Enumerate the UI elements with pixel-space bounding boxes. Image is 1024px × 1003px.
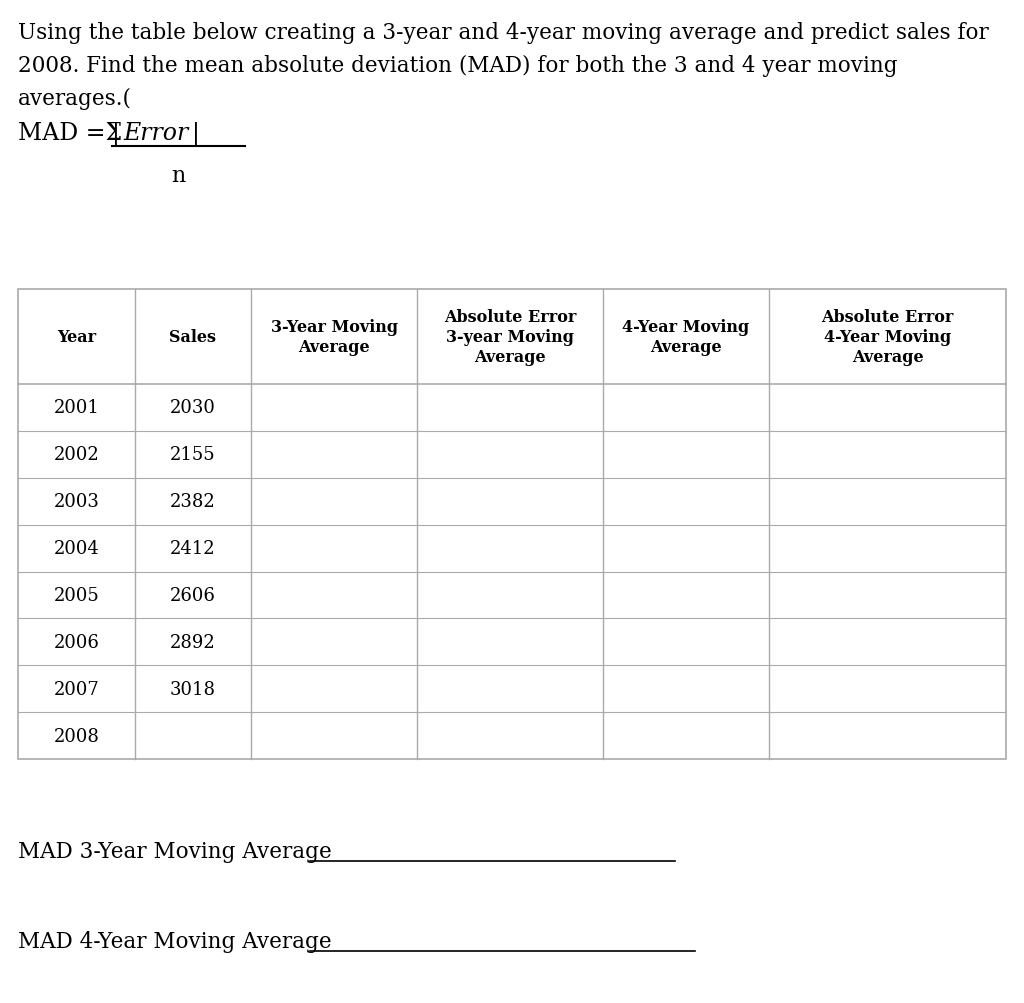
Text: 2008: 2008: [53, 727, 99, 745]
Text: 2412: 2412: [170, 540, 216, 558]
Text: 2007: 2007: [53, 680, 99, 698]
Bar: [18, 290, 1006, 759]
Text: MAD =Σ: MAD =Σ: [18, 122, 122, 144]
Text: 2005: 2005: [53, 587, 99, 605]
Text: 2155: 2155: [170, 446, 216, 463]
Text: 2004: 2004: [53, 540, 99, 558]
Text: averages.(: averages.(: [18, 88, 132, 110]
Text: n: n: [171, 164, 185, 187]
Text: |: |: [112, 122, 120, 146]
Text: 2892: 2892: [170, 633, 216, 651]
Text: Absolute Error
4-Year Moving
Average: Absolute Error 4-Year Moving Average: [821, 309, 953, 365]
Text: 2606: 2606: [170, 587, 216, 605]
Text: Using the table below creating a 3-year and 4-year moving average and predict sa: Using the table below creating a 3-year …: [18, 22, 989, 44]
Text: MAD 3-Year Moving Average: MAD 3-Year Moving Average: [18, 841, 332, 863]
Text: 2006: 2006: [53, 633, 99, 651]
Text: 2001: 2001: [53, 399, 99, 417]
Text: |: |: [193, 122, 200, 146]
Text: Error: Error: [123, 122, 188, 144]
Text: 3018: 3018: [170, 680, 216, 698]
Text: 2030: 2030: [170, 399, 216, 417]
Text: 2003: 2003: [53, 492, 99, 511]
Text: Absolute Error
3-year Moving
Average: Absolute Error 3-year Moving Average: [443, 309, 577, 365]
Text: 2382: 2382: [170, 492, 216, 511]
Text: 2002: 2002: [53, 446, 99, 463]
Text: Sales: Sales: [169, 329, 216, 346]
Text: 4-Year Moving
Average: 4-Year Moving Average: [623, 319, 750, 355]
Text: 3-Year Moving
Average: 3-Year Moving Average: [270, 319, 397, 355]
Text: Year: Year: [56, 329, 96, 346]
Text: MAD 4-Year Moving Average: MAD 4-Year Moving Average: [18, 930, 332, 952]
Text: 2008. Find the mean absolute deviation (MAD) for both the 3 and 4 year moving: 2008. Find the mean absolute deviation (…: [18, 55, 898, 77]
